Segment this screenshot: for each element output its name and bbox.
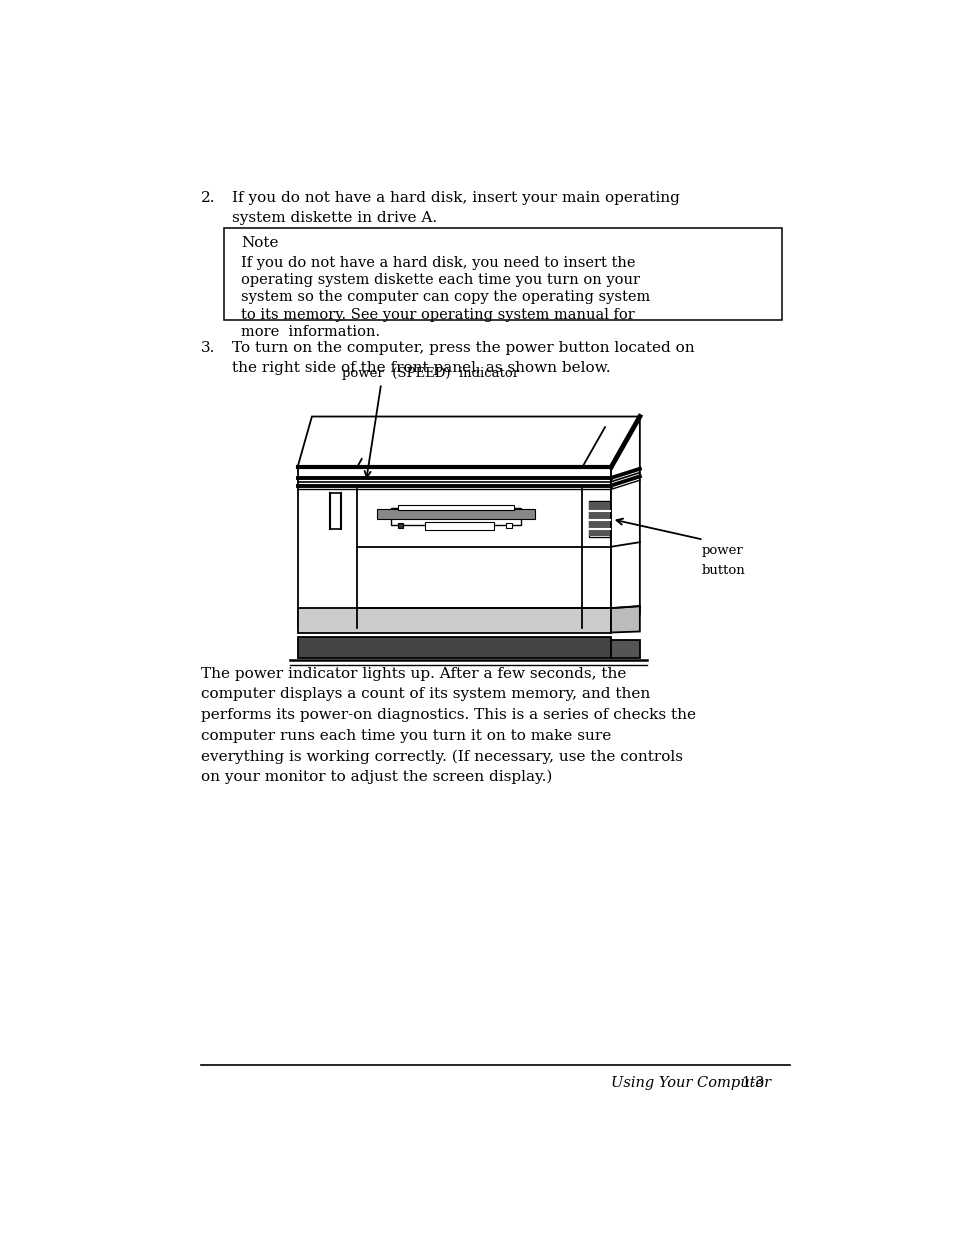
Text: 2.: 2. [200, 191, 214, 206]
Polygon shape [610, 416, 639, 628]
Text: performs its power-on diagnostics. This is a series of checks the: performs its power-on diagnostics. This … [200, 708, 695, 722]
Text: To turn on the computer, press the power button located on: To turn on the computer, press the power… [232, 340, 694, 355]
Text: Note: Note [241, 235, 278, 250]
Text: system so the computer can copy the operating system: system so the computer can copy the oper… [241, 290, 650, 305]
Text: power: power [701, 543, 743, 557]
Bar [588, 501, 610, 537]
Bar [425, 522, 494, 530]
Bar [391, 508, 520, 525]
Text: button: button [701, 565, 745, 577]
Bar [610, 640, 639, 657]
Polygon shape [297, 416, 639, 467]
Text: system diskette in drive A.: system diskette in drive A. [232, 212, 436, 225]
Text: on your monitor to adjust the screen display.): on your monitor to adjust the screen dis… [200, 770, 552, 785]
Text: power  (SPEED)  indicator: power (SPEED) indicator [342, 366, 519, 380]
Text: more  information.: more information. [241, 324, 379, 339]
Bar [505, 522, 512, 527]
Text: Using Your Computer: Using Your Computer [611, 1076, 771, 1089]
Bar [224, 228, 781, 321]
Text: computer displays a count of its system memory, and then: computer displays a count of its system … [200, 687, 649, 702]
Bar [398, 505, 513, 510]
Text: to its memory. See your operating system manual for: to its memory. See your operating system… [241, 307, 634, 322]
Text: computer runs each time you turn it on to make sure: computer runs each time you turn it on t… [200, 729, 610, 743]
Text: 3.: 3. [200, 340, 214, 355]
Text: everything is working correctly. (If necessary, use the controls: everything is working correctly. (If nec… [200, 749, 682, 764]
Text: If you do not have a hard disk, you need to insert the: If you do not have a hard disk, you need… [241, 255, 635, 270]
Bar [589, 501, 609, 536]
Bar [297, 467, 610, 628]
Bar [397, 522, 402, 527]
Text: the right side of the front panel, as shown below.: the right side of the front panel, as sh… [232, 361, 610, 375]
Text: 1-3: 1-3 [740, 1076, 763, 1089]
Text: operating system diskette each time you turn on your: operating system diskette each time you … [241, 272, 639, 287]
Bar [297, 608, 610, 633]
Bar [297, 636, 610, 657]
Text: The power indicator lights up. After a few seconds, the: The power indicator lights up. After a f… [200, 667, 625, 681]
Polygon shape [610, 607, 639, 633]
Bar [376, 509, 535, 519]
Text: If you do not have a hard disk, insert your main operating: If you do not have a hard disk, insert y… [232, 191, 679, 206]
